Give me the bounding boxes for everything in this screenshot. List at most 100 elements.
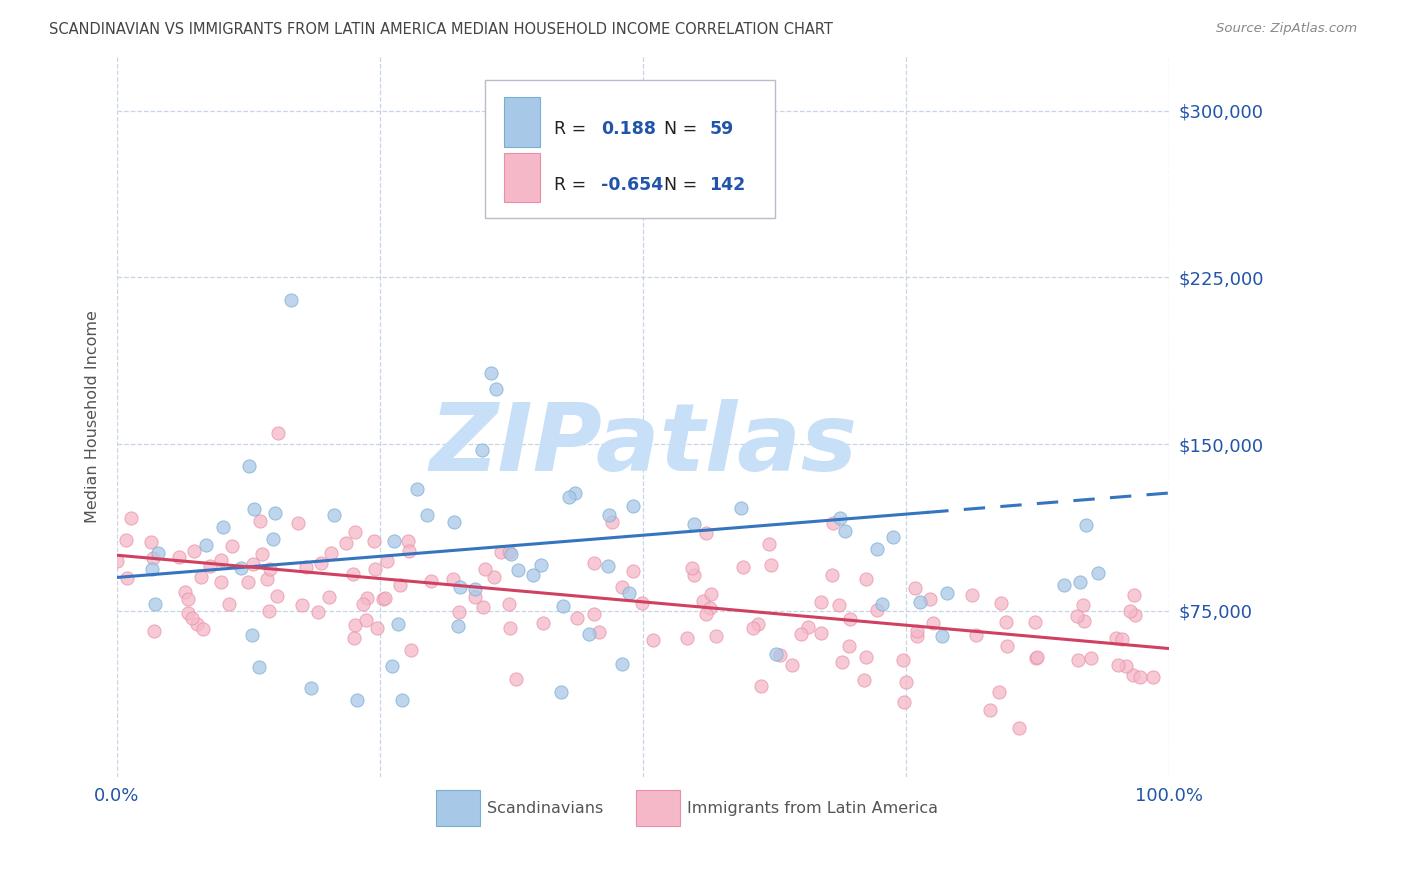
Point (474, 562, 496, 576)
Point (335, 536, 357, 550)
Point (356, 591, 378, 605)
Point (904, 581, 927, 595)
Point (1123, 607, 1146, 622)
Point (1067, 653, 1090, 667)
Point (186, 616, 208, 631)
Point (893, 695, 915, 709)
Point (267, 426, 290, 441)
Point (683, 516, 706, 531)
Point (1107, 658, 1129, 673)
Text: 0.188: 0.188 (600, 120, 657, 138)
Point (965, 628, 987, 642)
Point (683, 567, 706, 582)
Point (263, 507, 285, 521)
Point (1024, 615, 1046, 629)
Point (699, 600, 721, 615)
Point (105, 554, 128, 568)
Point (853, 673, 876, 687)
Point (598, 508, 620, 523)
Point (564, 486, 586, 500)
Point (323, 508, 346, 523)
Point (1074, 517, 1097, 532)
Point (1111, 632, 1133, 646)
Point (894, 674, 917, 689)
Point (1026, 650, 1049, 665)
Text: SCANDINAVIAN VS IMMIGRANTS FROM LATIN AMERICA MEDIAN HOUSEHOLD INCOME CORRELATIO: SCANDINAVIAN VS IMMIGRANTS FROM LATIN AM… (49, 22, 834, 37)
Point (780, 658, 803, 673)
Point (936, 586, 959, 600)
Point (485, 382, 508, 396)
Point (471, 443, 494, 458)
Point (810, 626, 832, 640)
Point (280, 293, 302, 307)
Point (769, 648, 792, 662)
Point (373, 592, 395, 607)
Point (236, 575, 259, 590)
Point (891, 652, 914, 666)
Point (1080, 651, 1102, 665)
Point (918, 591, 941, 606)
FancyBboxPatch shape (505, 153, 540, 202)
Point (183, 544, 205, 558)
Point (962, 588, 984, 602)
Point (142, 624, 165, 639)
Point (498, 545, 520, 559)
Point (551, 599, 574, 613)
Point (831, 655, 853, 669)
Point (578, 627, 600, 641)
Point (221, 540, 243, 554)
Point (399, 643, 422, 657)
Point (870, 597, 893, 611)
Point (115, 571, 138, 585)
Point (1087, 566, 1109, 581)
Point (692, 594, 714, 608)
Point (828, 598, 851, 612)
Point (387, 617, 409, 632)
Point (987, 685, 1010, 699)
Point (291, 599, 314, 613)
Point (1066, 609, 1088, 624)
Point (198, 559, 221, 574)
Point (761, 558, 783, 572)
Point (695, 526, 717, 541)
Point (499, 621, 522, 635)
Point (479, 366, 502, 380)
Point (142, 550, 165, 565)
Point (342, 632, 364, 646)
Point (742, 621, 765, 635)
Point (796, 620, 818, 634)
Point (610, 657, 633, 672)
Point (398, 544, 420, 558)
Point (747, 616, 769, 631)
Point (994, 615, 1017, 630)
Point (704, 629, 727, 643)
Text: -0.654: -0.654 (600, 176, 664, 194)
Point (420, 574, 443, 588)
Point (396, 534, 419, 549)
Point (610, 581, 633, 595)
Point (259, 562, 281, 576)
Point (489, 545, 512, 559)
Point (499, 547, 522, 561)
Text: Scandinavians: Scandinavians (488, 801, 603, 815)
Point (380, 659, 402, 673)
Point (855, 650, 877, 665)
Point (194, 538, 217, 552)
Point (363, 534, 385, 549)
Point (250, 547, 273, 561)
Point (1123, 588, 1146, 602)
Point (522, 567, 544, 582)
Point (810, 594, 832, 608)
Point (749, 679, 772, 693)
Point (167, 550, 190, 565)
Point (249, 514, 271, 528)
Point (352, 597, 374, 611)
Point (583, 607, 606, 621)
Point (174, 585, 197, 599)
Point (1069, 574, 1091, 589)
Point (391, 692, 413, 706)
Point (354, 613, 377, 627)
Point (905, 629, 928, 643)
Point (733, 560, 755, 574)
Point (1073, 614, 1095, 628)
